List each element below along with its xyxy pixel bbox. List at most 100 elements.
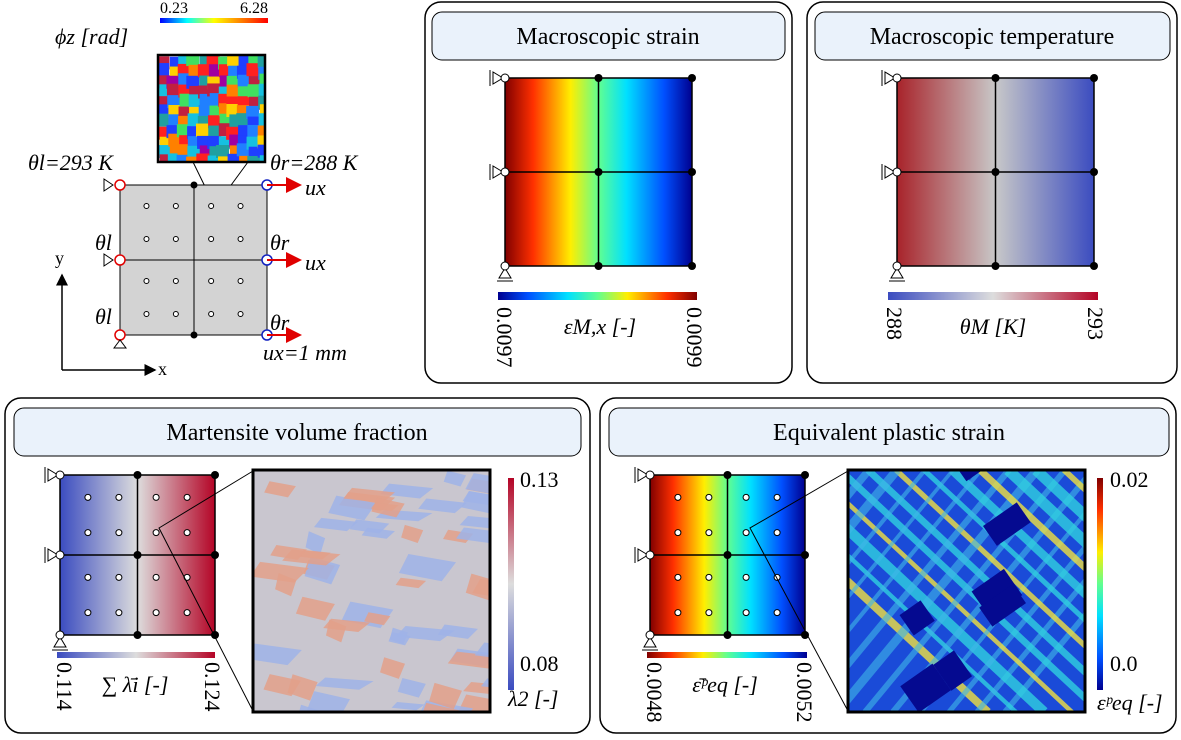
gauss-point [743, 574, 749, 580]
gauss-point [706, 610, 712, 616]
node [992, 168, 1000, 176]
gauss-point [153, 494, 159, 500]
support-node [56, 631, 64, 639]
colorbar-min: 0.0097 [492, 307, 517, 368]
grain [459, 695, 503, 718]
node [801, 471, 809, 479]
panel-title: Equivalent plastic strain [773, 420, 1005, 446]
grain [196, 124, 209, 137]
gauss-point [706, 574, 712, 580]
colorbar-min: 0.0 [1110, 651, 1138, 676]
colorbar-max: 0.124 [200, 662, 225, 712]
panel-title: Macroscopic temperature [870, 24, 1115, 50]
node [724, 631, 732, 639]
colorbar-min: 0.23 [160, 0, 188, 17]
colorbar-min: 0.0048 [642, 662, 667, 723]
gauss-point [743, 610, 749, 616]
bc-label: θl [95, 230, 112, 255]
node [595, 74, 603, 82]
gauss-point [116, 530, 122, 536]
gauss-point [706, 530, 712, 536]
gauss-point [153, 530, 159, 536]
axis-label: y [55, 248, 64, 268]
gauss-point [675, 610, 681, 616]
support-node [646, 471, 654, 479]
gauss-point [184, 530, 190, 536]
bc-label: θl=293 K [28, 150, 114, 175]
colorbar-label: εᵖeq [-] [1097, 690, 1163, 715]
gauss-point [238, 279, 243, 284]
gauss-point [153, 610, 159, 616]
colorbar-min: 288 [882, 307, 907, 340]
gauss-point [238, 204, 243, 209]
node [211, 551, 219, 559]
gauss-point [675, 494, 681, 500]
colorbar-max: 293 [1083, 307, 1108, 340]
node [688, 74, 696, 82]
bc-label: ux=1 mm [263, 340, 347, 365]
colorbar-max: 0.0099 [682, 307, 707, 368]
gauss-point [706, 494, 712, 500]
gauss-point [144, 279, 149, 284]
gauss-point [238, 312, 243, 317]
gauss-point [774, 610, 780, 616]
support-node [893, 168, 901, 176]
gauss-point [774, 530, 780, 536]
gauss-point [173, 312, 178, 317]
gauss-point [153, 574, 159, 580]
node [724, 551, 732, 559]
colorbar-max: 0.13 [520, 467, 559, 492]
gauss-point [173, 237, 178, 242]
node [992, 262, 1000, 270]
blob [901, 711, 940, 735]
bc-node [115, 180, 125, 190]
gauss-point [184, 494, 190, 500]
grain-map [156, 53, 273, 170]
bc-label: θr [270, 230, 290, 255]
node [688, 262, 696, 270]
panel-title: Martensite volume fraction [166, 420, 427, 446]
node [211, 471, 219, 479]
gauss-point [774, 494, 780, 500]
bc-label: θr=288 K [270, 150, 359, 175]
node [134, 551, 142, 559]
phi-label: ϕz [rad] [55, 24, 128, 49]
support-node [646, 631, 654, 639]
node [134, 631, 142, 639]
colorbar-label: θM [K] [960, 314, 1026, 339]
support [104, 179, 113, 191]
gauss-point [184, 610, 190, 616]
gauss-point [209, 312, 214, 317]
node [134, 471, 142, 479]
bc-label: θl [95, 304, 112, 329]
node [724, 471, 732, 479]
node [688, 168, 696, 176]
gauss-point [675, 574, 681, 580]
grain [246, 63, 259, 76]
node [595, 168, 603, 176]
gauss-point [116, 610, 122, 616]
support-node [893, 74, 901, 82]
colorbar-label: εM,x [-] [564, 314, 636, 339]
bc-label: θr [270, 310, 290, 335]
grain [167, 84, 180, 97]
grain [216, 145, 229, 158]
gauss-point [144, 237, 149, 242]
colorbar-min: 0.114 [52, 662, 77, 711]
support-node [893, 262, 901, 270]
bc-label: ux [305, 250, 326, 275]
gauss-point [85, 494, 91, 500]
gauss-point [743, 494, 749, 500]
support-node [501, 168, 509, 176]
figure: Macroscopic strain Macroscopic temperatu… [0, 0, 1181, 735]
gauss-point [173, 204, 178, 209]
node [595, 262, 603, 270]
support-node [56, 471, 64, 479]
gauss-point [209, 204, 214, 209]
node [1090, 262, 1098, 270]
gauss-point [209, 279, 214, 284]
support-node [56, 551, 64, 559]
support-node [501, 74, 509, 82]
colorbar [647, 652, 807, 658]
gauss-point [173, 279, 178, 284]
